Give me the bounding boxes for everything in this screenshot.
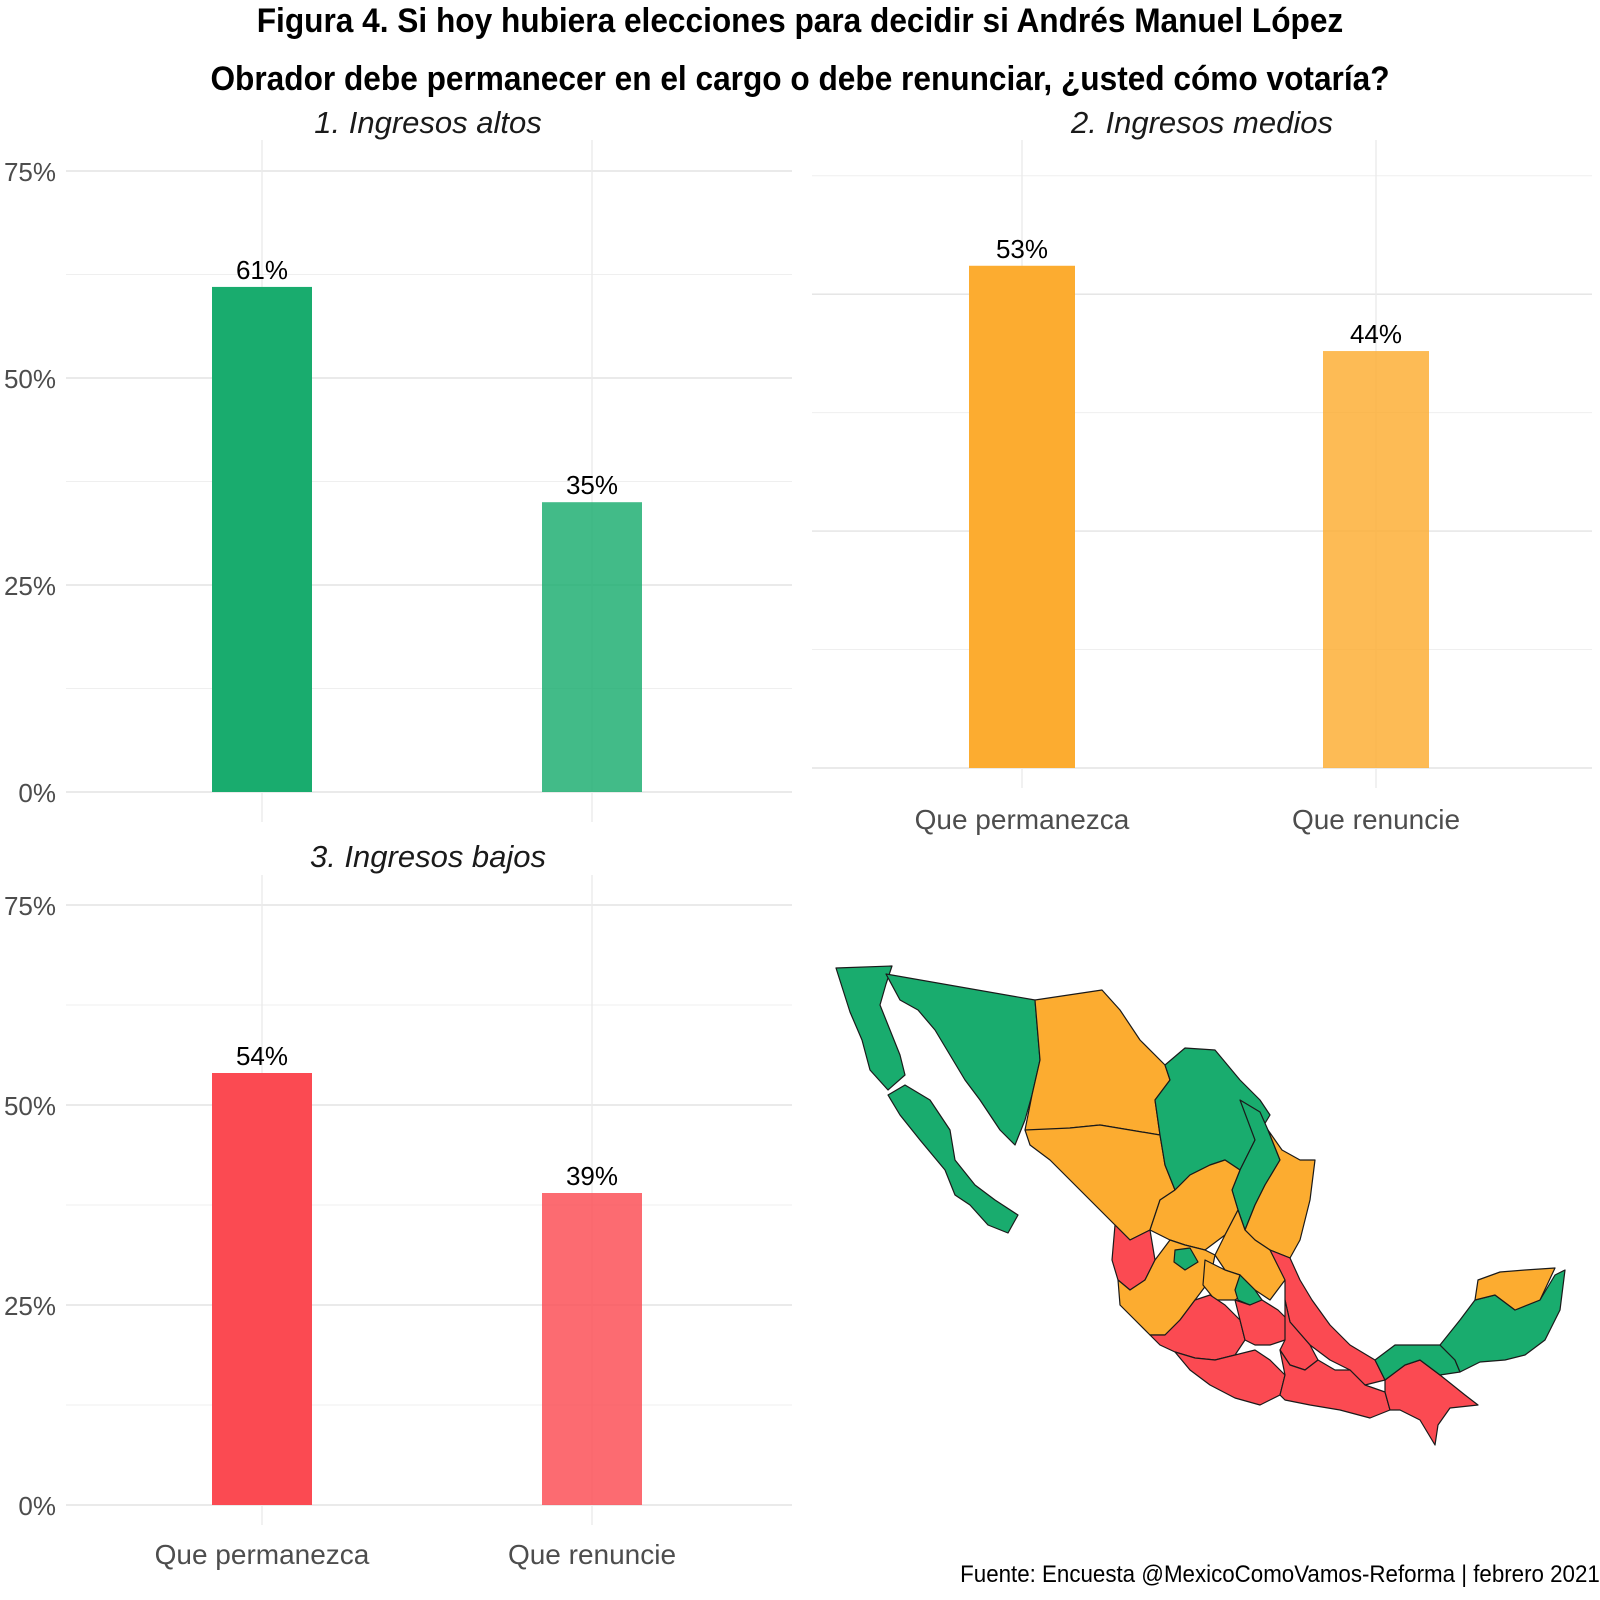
bar-que-permanezca (212, 286, 312, 792)
y-tick-label: 50% (4, 364, 56, 394)
bar-value-label: 35% (566, 470, 618, 500)
y-tick-label: 25% (4, 1291, 56, 1321)
y-tick-label: 0% (18, 1491, 56, 1521)
bar-que-permanezca (212, 1073, 312, 1505)
bar-value-label: 44% (1350, 319, 1402, 349)
map-region-chihuahua (1024, 989, 1171, 1136)
chart-panel-2: 2. Ingresos medios 53% 44% Que permanezca Qu… (812, 105, 1592, 835)
panel-title: 1. Ingresos altos (314, 105, 541, 140)
bar-que-renuncie (1323, 351, 1429, 768)
map-region-baja-california-sur (887, 1084, 1019, 1234)
bar-value-label: 54% (236, 1041, 288, 1071)
bar-que-permanezca (969, 265, 1075, 768)
map-region-aguascalientes (1173, 1247, 1199, 1271)
y-tick-label: 50% (4, 1091, 56, 1121)
panel-title: 2. Ingresos medios (1070, 105, 1333, 140)
chart-panel-1: 1. Ingresos altos 0% 25% 50% 75% 61% 35% (4, 105, 792, 822)
y-tick-label: 25% (4, 571, 56, 601)
x-tick-label: Que permanezca (915, 804, 1130, 835)
panel-title: 3. Ingresos bajos (310, 839, 546, 874)
map-region-yucatan (1474, 1267, 1556, 1311)
x-tick-label: Que renuncie (508, 1539, 676, 1570)
bar-value-label: 53% (996, 234, 1048, 264)
bar-value-label: 39% (566, 1161, 618, 1191)
figure-title-line-1: Figura 4. Si hoy hubiera elecciones para… (256, 2, 1344, 40)
x-tick-label: Que renuncie (1292, 804, 1460, 835)
map-region-guerrero (1174, 1349, 1286, 1406)
y-tick-label: 0% (18, 778, 56, 808)
figure-title-line-2: Obrador debe permanecer en el cargo o de… (210, 60, 1390, 98)
x-tick-label: Que permanezca (155, 1539, 370, 1570)
bar-que-renuncie (542, 1193, 642, 1505)
map-region-baja-california (835, 965, 906, 1091)
bar-value-label: 61% (236, 255, 288, 285)
source-note: Fuente: Encuesta @MexicoComoVamos-Reform… (960, 1561, 1600, 1588)
y-tick-label: 75% (4, 891, 56, 921)
map-region-chiapas (1384, 1359, 1479, 1446)
y-tick-label: 75% (4, 157, 56, 187)
chart-panel-3: 3. Ingresos bajos 0% 25% 50% 75% 54% 39% Que pe… (4, 839, 792, 1570)
bar-que-renuncie (542, 502, 642, 792)
mexico-map (835, 965, 1566, 1446)
